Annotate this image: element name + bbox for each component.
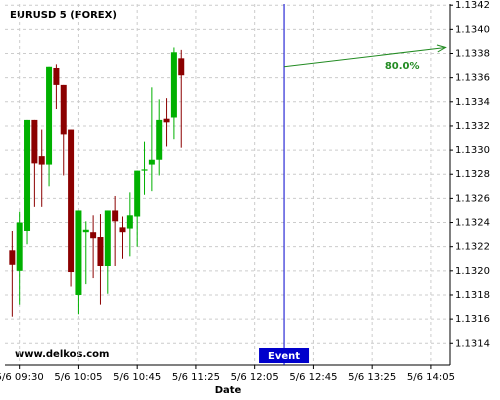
y-tick-label: 1.1342 <box>455 0 490 11</box>
x-tick-label: 5/6 09:30 <box>0 372 44 383</box>
candle-body <box>38 156 45 165</box>
y-tick-label: 1.1326 <box>455 193 490 204</box>
candle-body <box>46 66 53 165</box>
candle-body <box>60 84 67 135</box>
candle-body <box>104 210 111 266</box>
y-tick-label: 1.1318 <box>455 290 490 301</box>
candle-body <box>141 169 148 171</box>
forecast-arrow <box>283 46 446 68</box>
candle-body <box>163 118 170 123</box>
y-tick-label: 1.1320 <box>455 266 490 277</box>
y-tick-label: 1.1316 <box>455 314 490 325</box>
candle-body <box>156 119 163 160</box>
x-tick-label: 5/6 12:05 <box>231 372 279 383</box>
y-tick-label: 1.1338 <box>455 49 490 60</box>
y-tick-label: 1.1340 <box>455 24 490 35</box>
forecast-label: 80.0% <box>385 61 420 72</box>
y-tick-label: 1.1336 <box>455 73 490 84</box>
y-tick-label: 1.1332 <box>455 121 490 132</box>
candle-body <box>134 170 141 217</box>
x-tick-label: 5/6 11:25 <box>172 372 220 383</box>
candle-body <box>82 229 89 233</box>
x-tick-label: 5/6 13:25 <box>348 372 396 383</box>
x-tick-label: 5/6 14:05 <box>407 372 455 383</box>
y-tick-label: 1.1322 <box>455 242 490 253</box>
y-tick-label: 1.1330 <box>455 145 490 156</box>
candle-body <box>75 210 82 295</box>
candle-body <box>178 58 185 76</box>
y-tick-label: 1.1334 <box>455 97 490 108</box>
candle-body <box>119 227 126 233</box>
event-box <box>259 348 310 363</box>
x-axis-label: Date <box>215 385 242 396</box>
candle-body <box>53 67 60 85</box>
candle-body <box>9 250 16 265</box>
candle-body <box>148 159 155 165</box>
watermark: www.delkos.com <box>15 349 109 360</box>
arrow-head <box>436 44 447 53</box>
y-tick-label: 1.1324 <box>455 218 490 229</box>
candle-body <box>170 52 177 118</box>
candle-body <box>126 215 133 229</box>
event-label: Event <box>268 351 300 362</box>
x-tick-label: 5/6 10:05 <box>54 372 102 383</box>
candle-body <box>31 119 38 164</box>
candle-body <box>68 129 75 273</box>
candle-body <box>16 222 23 271</box>
candle-body <box>112 210 119 222</box>
candle-body <box>90 232 97 239</box>
candle-body <box>24 119 31 231</box>
y-tick-label: 1.1314 <box>455 338 490 349</box>
x-tick-label: 5/6 12:45 <box>289 372 337 383</box>
chart-title: EURUSD 5 (FOREX) <box>10 10 117 21</box>
candle-body <box>97 237 104 266</box>
y-tick-label: 1.1328 <box>455 169 490 180</box>
x-tick-label: 5/6 10:45 <box>113 372 161 383</box>
